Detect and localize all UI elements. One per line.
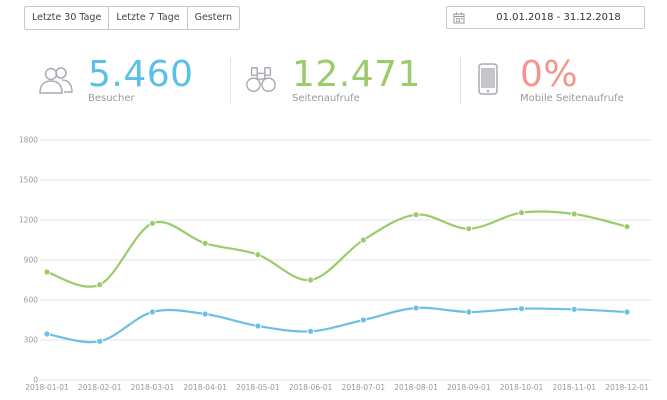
binoculars-icon	[246, 67, 276, 92]
data-point[interactable]	[254, 251, 262, 259]
data-point[interactable]	[518, 305, 525, 313]
users-icon	[39, 67, 73, 94]
data-point[interactable]	[43, 268, 51, 276]
x-tick-label: 2018-06-01	[289, 383, 333, 392]
x-tick-label: 2018-02-01	[78, 383, 122, 392]
y-tick-label: 300	[24, 336, 39, 345]
smartphone-icon	[478, 63, 498, 95]
quick-range-buttons: Letzte 30 Tage Letzte 7 Tage Gestern	[24, 6, 241, 30]
visits-line-chart: 0 300 600 900 1200 1500 1800 2018-01-01 2018-02…	[19, 136, 652, 392]
pageviews-value: 12.471	[292, 54, 421, 95]
data-point[interactable]	[43, 330, 51, 338]
data-point[interactable]	[412, 304, 420, 312]
x-tick-label: 2018-03-01	[131, 383, 175, 392]
data-point[interactable]	[570, 305, 578, 313]
mobile-stat: 0% Mobile Seitenaufrufe	[478, 55, 658, 113]
pageviews-label: Seitenaufrufe	[292, 93, 360, 104]
yesterday-button[interactable]: Gestern	[194, 12, 233, 23]
data-point[interactable]	[623, 308, 631, 316]
date-range-picker[interactable]: 01.01.2018 - 31.12.2018	[446, 6, 645, 29]
stat-divider	[230, 58, 231, 104]
visitors-value: 5.460	[88, 54, 194, 95]
y-tick-label: 1200	[19, 216, 38, 225]
x-tick-label: 2018-11-01	[552, 383, 596, 392]
date-range-value: 01.01.2018 - 31.12.2018	[496, 12, 621, 23]
x-tick-label: 2018-07-01	[342, 383, 386, 392]
data-point[interactable]	[96, 337, 104, 345]
data-point[interactable]	[570, 210, 578, 218]
series-line-1	[46, 306, 628, 344]
y-tick-label: 900	[24, 256, 39, 265]
mobile-label: Mobile Seitenaufrufe	[520, 93, 624, 104]
data-point[interactable]	[201, 310, 209, 318]
pageviews-stat: 12.471 Seitenaufrufe	[245, 55, 445, 113]
data-point[interactable]	[359, 236, 367, 244]
data-point[interactable]	[518, 209, 525, 217]
last-30-days-button[interactable]: Letzte 30 Tage	[25, 7, 110, 29]
data-point[interactable]	[307, 276, 315, 284]
x-tick-label: 2018-09-01	[447, 383, 491, 392]
series-line-0	[46, 210, 628, 288]
x-tick-label: 2018-05-01	[236, 383, 280, 392]
mobile-value: 0%	[520, 54, 579, 95]
data-point[interactable]	[465, 225, 473, 233]
y-tick-label: 0	[33, 376, 38, 385]
last-7-days-button[interactable]: Letzte 7 Tage	[109, 7, 188, 29]
calendar-icon	[453, 12, 465, 24]
x-tick-label: 2018-04-01	[183, 383, 227, 392]
y-tick-label: 600	[24, 296, 39, 305]
visitors-label: Besucher	[88, 93, 135, 104]
data-point[interactable]	[149, 219, 156, 227]
visitors-stat: 5.460 Besucher	[38, 55, 218, 113]
y-tick-label: 1800	[19, 136, 38, 145]
data-point[interactable]	[307, 327, 315, 335]
data-point[interactable]	[412, 211, 420, 219]
data-point[interactable]	[623, 223, 631, 231]
y-tick-label: 1500	[19, 176, 38, 185]
data-point[interactable]	[254, 322, 262, 330]
x-tick-label: 2018-12-01	[605, 383, 649, 392]
data-point[interactable]	[149, 308, 156, 316]
data-point[interactable]	[359, 316, 367, 324]
x-tick-label: 2018-08-01	[394, 383, 438, 392]
data-point[interactable]	[96, 281, 104, 289]
data-point[interactable]	[201, 239, 209, 247]
x-tick-label: 2018-01-01	[25, 383, 69, 392]
data-point[interactable]	[465, 308, 473, 316]
stat-divider	[460, 58, 461, 104]
x-tick-label: 2018-10-01	[500, 383, 544, 392]
